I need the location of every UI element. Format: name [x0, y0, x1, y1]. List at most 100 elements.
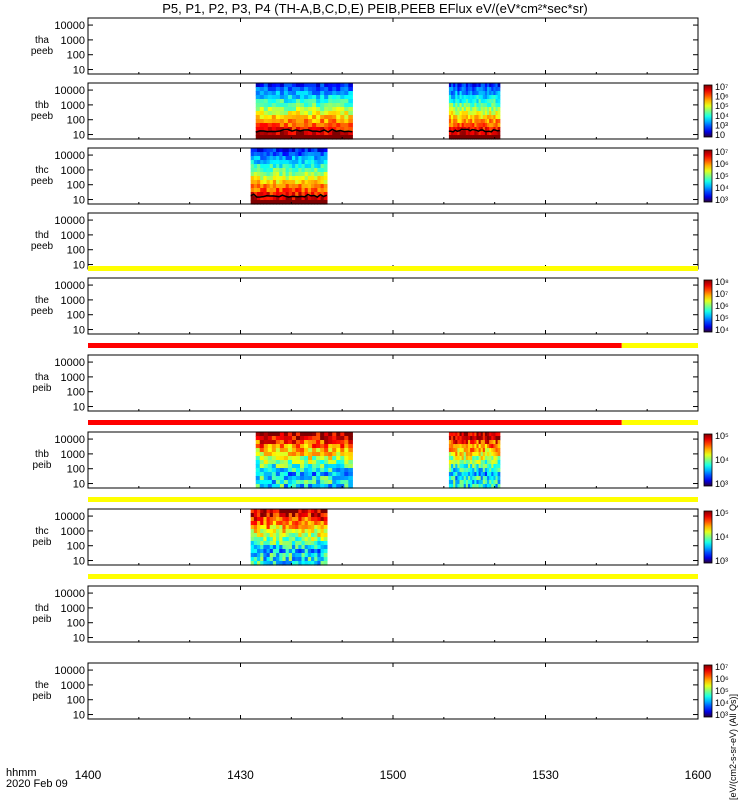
spectrogram-cell: [495, 95, 499, 100]
spectrogram-cell: [323, 513, 328, 518]
spectrogram-cell: [478, 91, 482, 96]
spectrogram-cell: [308, 480, 313, 485]
spectrogram-cell: [255, 448, 261, 453]
spectrogram-cell: [340, 103, 345, 108]
spectrogram-cell: [461, 452, 465, 457]
spectrogram-cell: [266, 196, 271, 201]
spectrogram-cell: [300, 444, 305, 449]
spectrogram-cell: [253, 172, 258, 177]
spectrogram-cell: [263, 115, 269, 120]
spectrogram-cell: [320, 468, 325, 473]
spectrogram-cell: [465, 107, 469, 112]
spectrogram-cell: [451, 436, 454, 441]
spectrogram-cell: [497, 436, 501, 441]
spectrogram-cell: [266, 148, 271, 153]
spectrogram-cell: [311, 521, 315, 526]
spectrogram-cell: [328, 460, 333, 465]
spectrogram-cell: [340, 472, 345, 477]
spectrogram-cell: [323, 172, 328, 177]
spectrogram-cell: [467, 480, 471, 485]
spectrogram-cell: [263, 91, 269, 96]
spectrogram-cell: [283, 91, 289, 96]
spectrogram-cell: [316, 111, 321, 116]
spectrogram-cell: [301, 561, 306, 566]
spectrogram-cell: [300, 91, 305, 96]
x-axis-label-units: hhmm: [6, 767, 37, 779]
spectrogram-cell: [272, 188, 277, 193]
panel-label-the_peib: the peib: [32, 680, 52, 702]
spectrogram-cell: [311, 188, 315, 193]
spectrogram-cell: [448, 444, 452, 449]
spectrogram-cell: [323, 152, 328, 157]
spectrogram-cell: [323, 168, 328, 173]
y-tick-label: 10: [73, 710, 85, 722]
spectrogram-cell: [461, 99, 465, 104]
spectrogram-cell: [266, 192, 271, 197]
spectrogram-cell: [260, 176, 264, 181]
spectrogram-cell: [288, 537, 293, 542]
spectrogram-cell: [324, 107, 329, 112]
spectrogram-cell: [474, 432, 478, 437]
spectrogram-cell: [295, 184, 299, 189]
spectrogram-cell: [291, 472, 297, 477]
spectrogram-cell: [263, 484, 269, 489]
spectrogram-cell: [295, 107, 301, 112]
spectrogram-cell: [348, 103, 353, 108]
spectrogram-cell: [275, 135, 281, 140]
spectrogram-cell: [259, 436, 265, 441]
spectrogram-cell: [487, 123, 490, 128]
spectrogram-cell: [266, 513, 271, 518]
spectrogram-cell: [282, 156, 287, 161]
spectrogram-cell: [482, 111, 486, 116]
spectrogram-cell: [323, 557, 328, 562]
spectrogram-cell: [255, 83, 261, 88]
spectrogram-cell: [283, 436, 289, 441]
spectrogram-cell: [271, 111, 277, 116]
spectrogram-cell: [482, 91, 486, 96]
spectrogram-cell: [257, 537, 261, 542]
spectrogram-cell: [320, 452, 325, 457]
spectrogram-cell: [495, 127, 499, 132]
spectrogram-cell: [285, 180, 290, 185]
spectrogram-cell: [348, 456, 353, 461]
spectrogram-cell: [470, 131, 473, 136]
spectrogram-cell: [472, 123, 475, 128]
spectrogram-cell: [272, 521, 277, 526]
spectrogram-cell: [304, 176, 309, 181]
spectrogram-cell: [489, 476, 492, 481]
spectrogram-cell: [340, 432, 345, 437]
spectrogram-cell: [272, 152, 277, 157]
spectrogram-cell: [320, 196, 325, 201]
spectrogram-cell: [301, 513, 306, 518]
spectrogram-cell: [279, 180, 284, 185]
spectrogram-cell: [453, 107, 456, 112]
spectrogram-cell: [275, 444, 281, 449]
spectrogram-cell: [463, 460, 467, 465]
spectrogram-cell: [487, 440, 490, 445]
spectrogram-cell: [455, 103, 458, 108]
spectrogram-cell: [336, 103, 341, 108]
spectrogram-cell: [348, 452, 353, 457]
spectrogram-cell: [320, 164, 325, 169]
spectrogram-cell: [255, 436, 261, 441]
spectrogram-cell: [344, 436, 349, 441]
spectrogram-cell: [288, 545, 293, 550]
colorbar-tick-label: 10⁴: [715, 325, 729, 335]
spectrogram-cell: [300, 123, 305, 128]
spectrogram-cell: [275, 432, 281, 437]
spectrogram-cell: [311, 160, 315, 165]
spectrogram-cell: [257, 176, 261, 181]
spectrogram-cell: [340, 460, 345, 465]
spectrogram-cell: [312, 436, 317, 441]
spectrogram-cell: [275, 103, 281, 108]
spectrogram-cell: [263, 448, 269, 453]
spectrogram-cell: [482, 440, 486, 445]
spectrogram-cell: [493, 436, 497, 441]
spectrogram-cell: [295, 196, 299, 201]
panel-frame: [87, 431, 699, 489]
spectrogram-cell: [448, 87, 452, 92]
spectrogram-cell: [263, 525, 268, 530]
spectrogram-cell: [312, 83, 317, 88]
spectrogram-cell: [272, 196, 277, 201]
spectrogram-cell: [267, 444, 273, 449]
